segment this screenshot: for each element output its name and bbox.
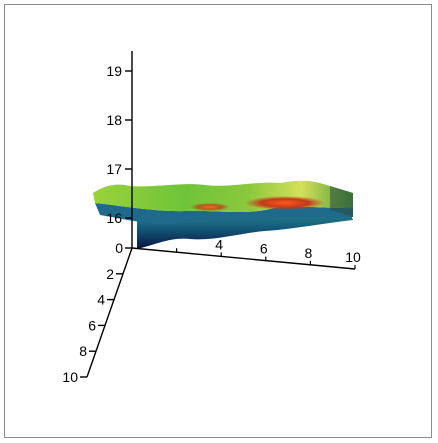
surface-hot-region xyxy=(190,203,230,211)
x-axis-line xyxy=(131,247,356,270)
x-tick-label: 10 xyxy=(345,249,361,265)
y-tick-label: 4 xyxy=(97,292,105,308)
x-tick-label: 6 xyxy=(260,241,268,257)
y-tick-label: 0 xyxy=(115,240,123,256)
chart-frame: 16 17 18 19 4 6 8 10 0 2 4 6 8 10 xyxy=(4,4,432,438)
x-axis-ticks: 4 6 8 10 xyxy=(176,236,361,269)
axes xyxy=(86,51,356,378)
z-tick-label: 16 xyxy=(106,210,122,226)
z-tick-label: 18 xyxy=(106,112,122,128)
surface-hot-region xyxy=(245,196,325,210)
y-tick-label: 8 xyxy=(79,343,87,359)
x-tick-label: 8 xyxy=(305,245,313,261)
surface-mesh xyxy=(93,180,353,249)
y-tick-label: 6 xyxy=(88,317,96,333)
surface-right-edge xyxy=(330,186,353,217)
z-tick-label: 19 xyxy=(106,63,122,79)
x-tick-label: 4 xyxy=(215,236,223,252)
y-axis-line xyxy=(86,247,133,378)
z-tick-label: 17 xyxy=(106,161,122,177)
z-axis-ticks: 16 17 18 19 xyxy=(106,63,132,226)
y-tick-label: 2 xyxy=(106,266,114,282)
y-tick-label: 10 xyxy=(62,369,78,385)
